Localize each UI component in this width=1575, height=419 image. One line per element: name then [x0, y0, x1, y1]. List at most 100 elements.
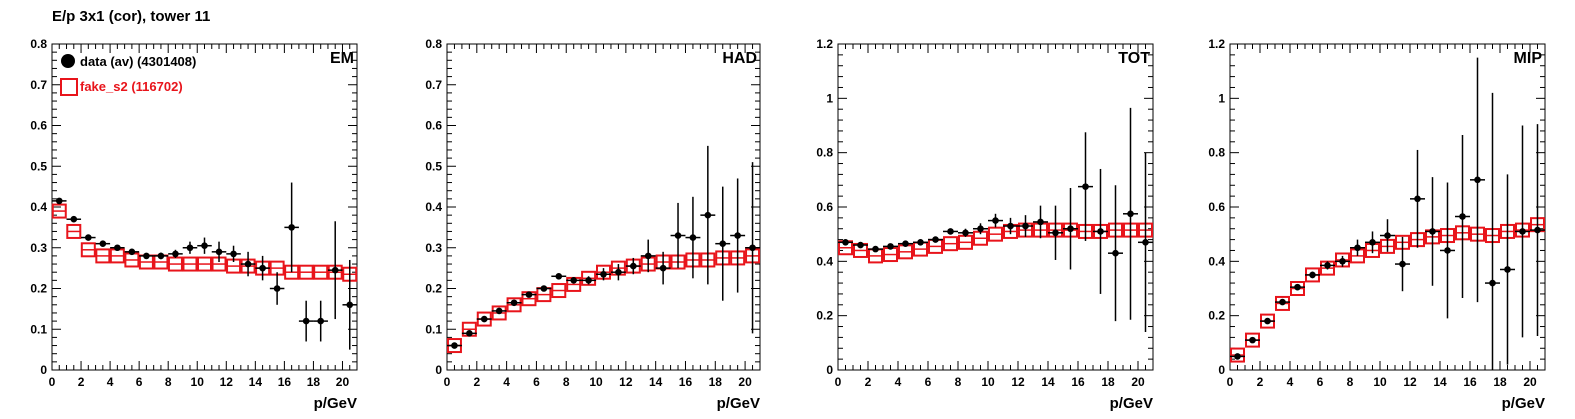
data-point: [540, 285, 548, 292]
fake-point: [95, 248, 111, 264]
y-tick-label: 0.2: [1208, 309, 1225, 323]
data-point: [659, 264, 667, 272]
data-point: [1399, 260, 1406, 268]
x-tick-label: 10: [191, 375, 205, 389]
data-point: [1429, 228, 1436, 235]
x-tick-label: 10: [589, 375, 603, 389]
y-tick-label: 0.8: [1208, 146, 1225, 160]
x-tick-label: 8: [165, 375, 172, 389]
x-tick-label: 18: [709, 375, 723, 389]
x-tick-label: 16: [278, 375, 292, 389]
y-tick-label: 0.4: [1208, 254, 1225, 268]
data-point: [600, 270, 607, 278]
y-tick-label: 0.1: [425, 322, 442, 336]
x-tick-label: 8: [563, 375, 570, 389]
x-tick-label: 18: [1101, 375, 1115, 389]
legend-fake-label: fake_s2 (116702): [80, 79, 183, 94]
data-point: [1007, 222, 1014, 230]
data-point: [1234, 353, 1241, 360]
y-tick-label: 1.2: [816, 37, 833, 51]
data-point: [302, 317, 310, 325]
fake-point: [1275, 295, 1290, 311]
x-tick-label: 8: [1347, 375, 1354, 389]
data-point: [1067, 225, 1074, 233]
data-point: [615, 268, 622, 276]
data-point: [932, 236, 939, 243]
x-tick-label: 14: [1433, 375, 1447, 389]
data-point: [1324, 262, 1331, 269]
x-tick-label: 18: [1493, 375, 1507, 389]
data-point: [872, 245, 879, 253]
data-point: [1444, 247, 1451, 254]
data-point: [1309, 271, 1316, 279]
data-point: [346, 301, 354, 309]
x-tick-label: 20: [336, 375, 350, 389]
x-tick-label: 0: [835, 375, 842, 389]
data-point: [1022, 222, 1029, 230]
x-tick-label: 2: [473, 375, 480, 389]
y-tick-label: 0.8: [425, 37, 442, 51]
y-tick-label: 1.2: [1208, 37, 1225, 51]
data-point: [230, 250, 237, 258]
panel-label-had: HAD: [722, 50, 757, 67]
y-tick-label: 0.8: [30, 37, 47, 51]
data-point: [85, 234, 92, 241]
data-point: [689, 234, 697, 241]
data-point: [466, 330, 473, 337]
data-point: [570, 277, 577, 284]
data-point: [1279, 298, 1286, 306]
y-tick-label: 0: [826, 363, 833, 377]
data-point: [1037, 218, 1044, 226]
plot-frame-had: [446, 43, 761, 371]
data-point: [480, 315, 488, 323]
data-point: [1082, 183, 1089, 190]
data-point: [1369, 239, 1376, 246]
x-tick-label: 4: [503, 375, 510, 389]
fake-point: [182, 256, 198, 272]
fake-point: [1230, 347, 1245, 363]
data-point: [704, 211, 712, 219]
x-tick-label: 14: [249, 375, 263, 389]
y-tick-label: 0.1: [30, 322, 47, 336]
data-point: [585, 277, 592, 284]
x-tick-label: 12: [1403, 375, 1417, 389]
x-tick-label: 2: [1257, 375, 1264, 389]
data-point: [1127, 210, 1134, 218]
data-point: [244, 260, 252, 268]
data-point: [1264, 317, 1271, 325]
fake-point: [551, 283, 567, 299]
x-tick-label: 20: [738, 375, 752, 389]
y-tick-label: 0: [40, 363, 47, 377]
x-tick-label: 6: [533, 375, 540, 389]
data-point: [857, 241, 864, 249]
data-point: [510, 299, 518, 307]
y-tick-label: 0.2: [816, 309, 833, 323]
data-point: [70, 215, 78, 223]
data-point: [1249, 336, 1256, 344]
data-point: [644, 252, 652, 260]
data-point: [1474, 176, 1481, 184]
data-point: [674, 232, 682, 239]
x-tick-label: 4: [1287, 375, 1294, 389]
fake-point: [66, 223, 82, 239]
x-tick-label: 12: [220, 375, 234, 389]
x-tick-label: 2: [78, 375, 85, 389]
fake-point: [943, 236, 958, 252]
data-point: [734, 232, 741, 239]
data-point: [99, 240, 107, 247]
fake-point: [988, 226, 1003, 242]
x-tick-label: 14: [1041, 375, 1055, 389]
x-tick-label: 16: [1071, 375, 1085, 389]
data-point: [317, 317, 324, 325]
panel-label-em: EM: [330, 50, 354, 67]
y-tick-label: 0.6: [816, 200, 833, 214]
fake-point: [197, 256, 212, 272]
y-tick-label: 1: [1218, 91, 1225, 105]
x-axis-title: p/GeV: [1110, 395, 1153, 412]
fake-point: [51, 203, 67, 219]
data-point: [1384, 232, 1391, 239]
data-point: [902, 240, 909, 247]
x-tick-label: 6: [1317, 375, 1324, 389]
data-point: [947, 228, 954, 235]
x-tick-label: 16: [679, 375, 693, 389]
